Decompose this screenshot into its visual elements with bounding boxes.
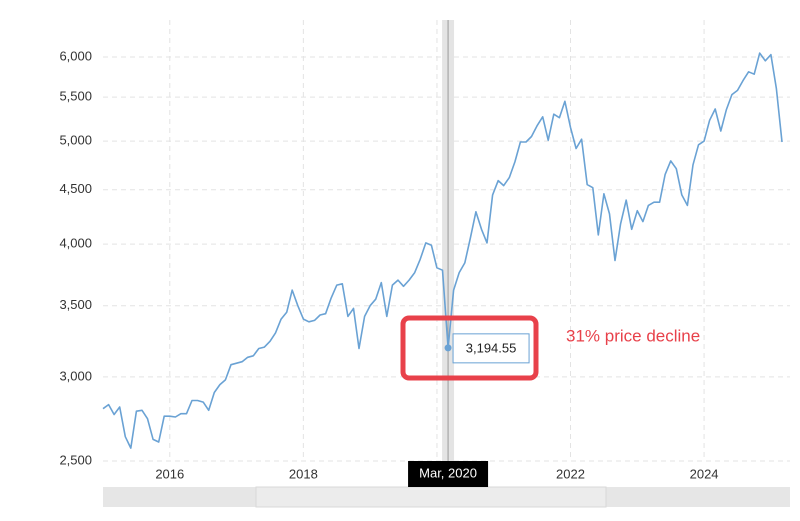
navigator-range[interactable] [255, 486, 607, 508]
y-tick-label: 4,500 [59, 181, 92, 196]
x-hover-box [408, 461, 489, 487]
y-tick-label: 4,000 [59, 236, 92, 251]
y-tick-label: 3,500 [59, 297, 92, 312]
tooltip-box [452, 333, 530, 364]
hover-point [444, 344, 452, 352]
y-tick-label: 5,000 [59, 133, 92, 148]
y-tick-label: 2,500 [59, 452, 92, 467]
y-tick-label: 6,000 [59, 48, 92, 63]
x-tick-label: 2024 [690, 466, 719, 481]
x-tick-label: 2018 [289, 466, 318, 481]
annotation: 31% price decline [566, 326, 700, 345]
tooltip-value: 3,194.55 [466, 340, 517, 355]
highlight-box [400, 315, 539, 381]
y-tick-label: 5,500 [59, 89, 92, 104]
x-tick-label: 2016 [155, 466, 184, 481]
y-tick-label: 3,000 [59, 368, 92, 383]
price-line [102, 52, 783, 449]
x-hover-label: Mar, 2020 [419, 465, 477, 480]
x-tick-label: 2022 [556, 466, 585, 481]
